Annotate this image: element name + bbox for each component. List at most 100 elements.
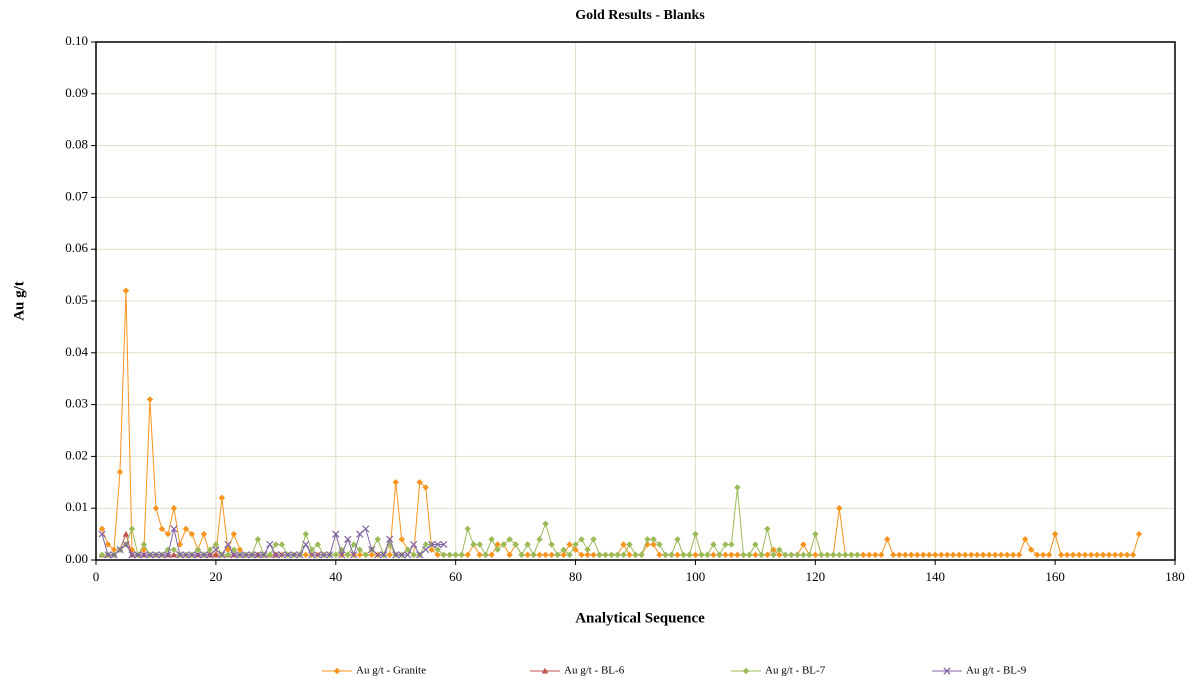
marker	[566, 541, 573, 548]
marker	[542, 520, 549, 527]
marker	[476, 551, 483, 559]
marker	[985, 551, 993, 559]
marker	[638, 551, 645, 559]
y-tick-label: 0.04	[65, 344, 88, 359]
marker	[650, 541, 657, 548]
marker	[734, 484, 741, 491]
marker	[728, 541, 735, 548]
legend-item: Au g/t - BL-7	[731, 665, 826, 677]
marker	[704, 551, 711, 559]
marker	[602, 551, 609, 559]
marker	[134, 551, 142, 559]
marker	[314, 551, 322, 559]
marker	[128, 551, 136, 559]
marker	[997, 551, 1005, 559]
marker	[104, 551, 112, 559]
marker	[878, 551, 885, 559]
marker	[392, 479, 399, 486]
marker	[254, 551, 262, 559]
marker	[428, 540, 436, 549]
marker	[434, 551, 441, 559]
marker	[674, 536, 681, 543]
marker	[116, 546, 124, 554]
marker	[548, 541, 555, 548]
marker	[188, 530, 196, 538]
marker	[979, 551, 987, 559]
marker	[776, 551, 783, 559]
marker	[722, 541, 729, 548]
y-tick-label: 0.10	[65, 33, 88, 48]
legend-text: Au g/t - BL-6	[564, 665, 625, 677]
marker	[146, 396, 154, 403]
marker	[578, 551, 585, 559]
y-tick-label: 0.09	[65, 85, 88, 100]
marker	[1075, 551, 1083, 559]
marker	[1069, 551, 1077, 559]
marker	[932, 551, 939, 559]
marker	[620, 551, 627, 559]
marker	[890, 551, 897, 559]
marker	[584, 546, 591, 553]
marker	[818, 551, 825, 559]
marker	[836, 505, 843, 512]
marker	[272, 551, 280, 559]
legend-text: Au g/t - BL-9	[966, 665, 1027, 677]
marker	[722, 551, 729, 559]
marker	[218, 551, 226, 559]
y-tick-label: 0.08	[65, 137, 88, 152]
marker	[902, 551, 909, 559]
marker	[230, 530, 238, 538]
x-tick-label: 40	[329, 569, 342, 584]
y-tick-label: 0.05	[65, 292, 88, 307]
marker	[482, 551, 489, 559]
y-tick-label: 0.07	[65, 188, 88, 203]
marker	[230, 551, 238, 559]
marker	[614, 551, 621, 559]
marker	[728, 551, 735, 559]
marker	[476, 541, 483, 548]
marker	[716, 551, 723, 559]
series-line	[101, 528, 444, 557]
marker	[896, 551, 903, 559]
marker	[212, 541, 220, 548]
marker	[302, 551, 310, 559]
marker	[380, 551, 388, 559]
x-tick-label: 20	[209, 569, 222, 584]
legend-marker	[943, 667, 951, 675]
y-tick-label: 0.01	[65, 499, 88, 514]
marker	[386, 541, 393, 548]
marker	[332, 551, 339, 559]
marker	[860, 551, 867, 559]
marker	[566, 551, 573, 559]
marker	[398, 551, 406, 559]
marker	[590, 536, 597, 543]
marker	[290, 551, 298, 559]
marker	[434, 540, 442, 549]
marker	[158, 551, 166, 559]
marker	[308, 551, 316, 559]
marker	[1003, 551, 1011, 559]
marker	[368, 546, 376, 554]
marker	[368, 551, 375, 559]
marker	[344, 535, 352, 543]
marker	[176, 551, 184, 559]
marker	[374, 551, 382, 559]
marker	[296, 551, 304, 559]
marker	[122, 540, 130, 549]
marker	[752, 541, 759, 548]
marker	[626, 541, 633, 548]
marker	[422, 541, 429, 548]
marker	[302, 530, 310, 538]
y-tick-label: 0.03	[65, 396, 88, 411]
marker	[224, 540, 232, 549]
marker	[260, 551, 268, 559]
marker	[374, 536, 381, 543]
marker	[350, 551, 358, 559]
marker	[1051, 530, 1059, 538]
marker	[488, 551, 495, 559]
x-tick-label: 160	[1045, 569, 1065, 584]
marker	[608, 551, 615, 559]
legend-marker	[742, 667, 750, 675]
marker	[152, 505, 160, 512]
marker	[212, 551, 220, 558]
